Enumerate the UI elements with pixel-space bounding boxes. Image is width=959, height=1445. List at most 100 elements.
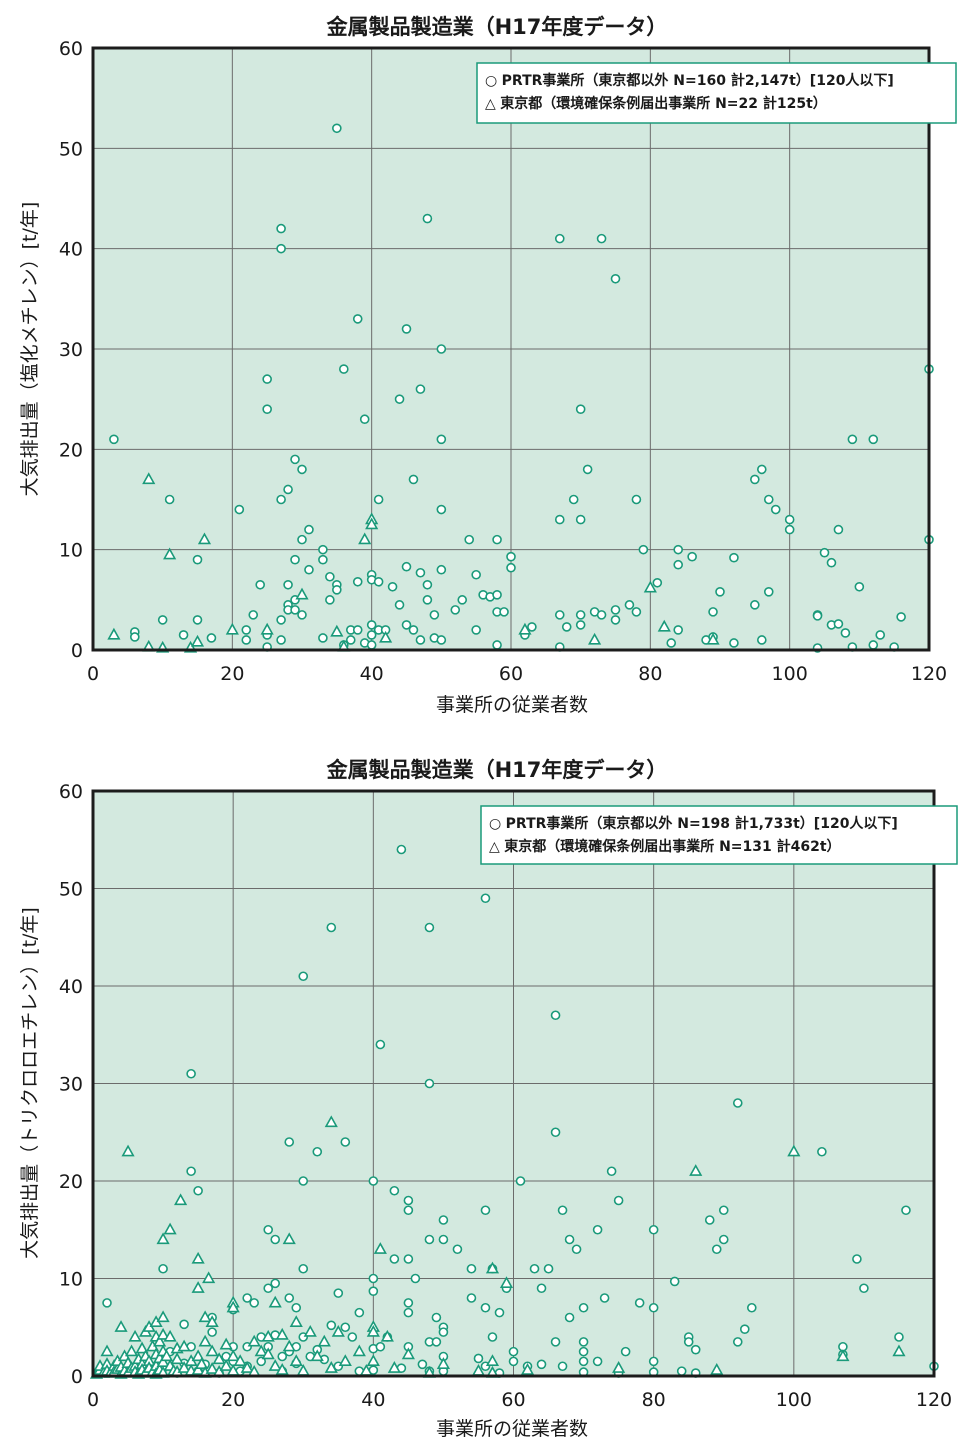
data-point-circle [403,1205,414,1216]
data-point-circle [368,1286,379,1296]
legend-label: PRTR事業所（東京都以外 N=198 計1,733t）[120人以下] [506,815,898,832]
data-point-triangle [240,1361,254,1373]
data-point-circle [561,622,572,632]
data-point-triangle [191,1281,205,1293]
data-point-circle [297,534,307,545]
data-point-triangle [225,622,239,635]
data-point-circle [901,1205,911,1216]
data-point-circle [557,1361,568,1372]
data-point-triangle [275,1363,289,1375]
data-point-circle [375,1039,386,1050]
data-point-circle [241,625,252,635]
legend-entry: ○ PRTR事業所（東京都以外 N=160 計2,147t）[120人以下] [485,72,894,89]
data-point-circle [578,1356,589,1367]
data-point-circle [438,1327,449,1337]
x-axis-label: 事業所の従業者数 [436,694,588,716]
data-point-circle [438,1234,449,1245]
data-point-triangle [303,1324,317,1337]
data-point-circle [387,581,398,592]
x-tick-label: 60 [499,663,523,685]
data-point-circle [729,638,739,648]
data-point-circle [206,633,217,643]
data-point-triangle [177,1339,191,1352]
data-point-circle [186,1166,196,1177]
data-point-triangle [247,1334,261,1347]
x-tick-label: 20 [220,663,244,685]
data-point-circle [763,494,774,505]
data-point-triangle [331,1324,345,1337]
data-point-circle [673,559,684,570]
legend-entry: △ 東京都（環境確保条例届出事業所 N=22 計125t） [485,95,827,112]
y-tick-label: 40 [59,239,83,261]
data-point-circle [739,1324,750,1334]
y-tick-label: 40 [59,976,83,998]
data-point-circle [270,1234,281,1245]
data-point-circle [452,1244,463,1255]
data-point-circle [536,1283,547,1294]
legend-label: 東京都（環境確保条例届出事業所 N=22 計125t） [500,95,827,112]
legend-label: 東京都（環境確保条例届出事業所 N=131 計462t） [504,838,840,855]
data-point-circle [401,561,412,572]
circle-icon: ○ [489,816,506,832]
data-point-circle [424,1078,435,1089]
data-point-circle [480,893,491,904]
data-point-circle [438,1215,449,1225]
data-point-circle [634,1298,645,1308]
data-point-circle [471,625,481,635]
x-tick-label: 120 [911,663,947,685]
data-point-circle [373,494,384,505]
data-point-triangle [159,1349,174,1362]
data-point-triangle [317,1334,331,1347]
data-point-circle [436,344,447,354]
data-point-triangle [787,1144,801,1157]
data-point-circle [394,600,405,610]
data-point-triangle [191,1251,205,1264]
data-point-circle [687,551,697,562]
data-point-triangle [163,1329,177,1342]
data-point-triangle [710,1363,724,1375]
data-point-circle [424,922,435,933]
series-prtr-circles [109,123,934,653]
data-point-triangle [520,1363,535,1375]
data-point-circle [193,1185,203,1196]
data-point-circle [833,619,844,629]
data-point-circle [290,605,300,615]
data-point-circle [366,630,377,640]
data-point-triangle [282,1232,296,1245]
data-point-circle [819,547,830,558]
x-tick-label: 100 [776,1389,812,1411]
data-point-triangle [330,624,344,637]
chart-trichloroethylene: 0 20 40 60 80 100 120 0 10 20 30 40 50 60 金属製品製造業（H17… [19,758,958,1440]
data-point-circle [415,635,426,645]
data-point-triangle [124,1344,139,1357]
chart-title: 金属製品製造業（H17年度データ） [326,15,668,39]
triangle-icon: △ [485,96,500,112]
data-point-circle [312,1146,323,1157]
data-point-circle [436,504,447,515]
x-axis-label: 事業所の従業者数 [436,1418,588,1440]
data-point-triangle [366,1354,380,1367]
data-point-circle [732,1337,743,1347]
data-point-circle [366,620,377,630]
data-point-circle [896,612,906,622]
legend: ○ PRTR事業所（東京都以外 N=198 計1,733t）[120人以下] △ … [480,805,958,865]
data-point-circle [389,1185,400,1196]
data-point-circle [610,273,621,284]
data-point-circle [527,622,537,632]
data-point-triangle [643,580,657,593]
data-point-circle [575,514,586,525]
data-point-circle [403,1298,414,1308]
data-point-circle [290,554,300,565]
legend-box [480,805,958,865]
data-point-circle [130,632,140,642]
data-point-circle [366,640,377,650]
data-point-circle [158,1263,168,1274]
data-point-circle [868,434,879,445]
data-point-triangle [338,1354,352,1367]
data-point-circle [648,1302,659,1313]
data-point-triangle [380,1329,394,1342]
data-point-triangle [268,1295,282,1308]
data-point-circle [332,123,342,134]
data-point-circle [436,564,447,575]
data-point-circle [582,464,593,475]
